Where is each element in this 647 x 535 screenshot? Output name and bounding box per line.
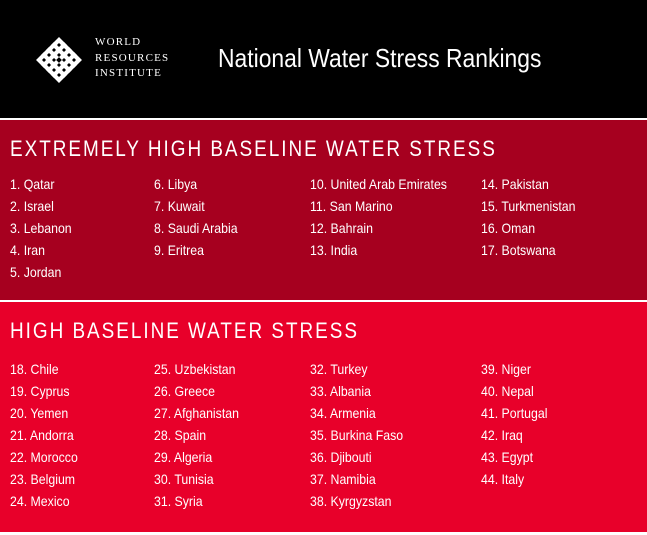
country-item: 39. Niger (481, 361, 531, 377)
country-item: 27. Afghanistan (154, 405, 239, 421)
section-title-extremely-high: EXTREMELY HIGH BASELINE WATER STRESS (10, 136, 497, 161)
country-item: 3. Lebanon (10, 220, 72, 236)
country-item: 1. Qatar (10, 176, 55, 192)
country-item: 43. Egypt (481, 449, 534, 465)
extremely-high-section: EXTREMELY HIGH BASELINE WATER STRESS 1. … (0, 120, 647, 300)
country-item: 19. Cyprus (10, 383, 70, 399)
ranking-column: 14. Pakistan 15. Turkmenistan 16. Oman 1… (481, 173, 588, 261)
country-item: 18. Chile (10, 361, 59, 377)
country-item: 34. Armenia (310, 405, 376, 421)
country-item: 17. Botswana (481, 242, 556, 258)
bottom-divider (0, 532, 647, 535)
country-item: 37. Namibia (310, 471, 376, 487)
ranking-column: 18. Chile 19. Cyprus 20. Yemen 21. Andor… (10, 358, 87, 512)
ranking-column: 1. Qatar 2. Israel 3. Lebanon 4. Iran 5.… (10, 173, 80, 283)
organization-name: WORLD RESOURCES INSTITUTE (95, 35, 169, 82)
country-item: 21. Andorra (10, 427, 74, 443)
country-item: 5. Jordan (10, 264, 62, 280)
country-item: 22. Morocco (10, 449, 78, 465)
country-item: 16. Oman (481, 220, 536, 236)
org-line-3: INSTITUTE (95, 67, 163, 79)
country-item: 20. Yemen (10, 405, 69, 421)
country-item: 28. Spain (154, 427, 207, 443)
country-item: 38. Kyrgyzstan (310, 493, 392, 509)
country-item: 9. Eritrea (154, 242, 204, 258)
ranking-column: 32. Turkey 33. Albania 34. Armenia 35. B… (310, 358, 416, 512)
country-item: 33. Albania (310, 383, 371, 399)
country-item: 24. Mexico (10, 493, 70, 509)
country-item: 12. Bahrain (310, 220, 374, 236)
org-line-1: WORLD (95, 36, 142, 48)
country-item: 13. India (310, 242, 358, 258)
page-title: National Water Stress Rankings (218, 43, 542, 73)
high-section: HIGH BASELINE WATER STRESS 18. Chile 19.… (0, 302, 647, 532)
country-item: 4. Iran (10, 242, 45, 258)
country-item: 14. Pakistan (481, 176, 549, 192)
country-item: 2. Israel (10, 198, 54, 214)
header: WORLD RESOURCES INSTITUTE National Water… (0, 0, 647, 118)
country-item: 30. Tunisia (154, 471, 214, 487)
ranking-column: 25. Uzbekistan 26. Greece 27. Afghanista… (154, 358, 251, 512)
country-item: 44. Italy (481, 471, 525, 487)
country-item: 7. Kuwait (154, 198, 205, 214)
country-item: 42. Iraq (481, 427, 523, 443)
country-item: 41. Portugal (481, 405, 548, 421)
country-item: 26. Greece (154, 383, 215, 399)
country-item: 31. Syria (154, 493, 203, 509)
country-item: 35. Burkina Faso (310, 427, 404, 443)
country-item: 6. Libya (154, 176, 198, 192)
country-item: 29. Algeria (154, 449, 213, 465)
ranking-column: 10. United Arab Emirates 11. San Marino … (310, 173, 466, 261)
country-item: 32. Turkey (310, 361, 368, 377)
country-item: 8. Saudi Arabia (154, 220, 238, 236)
country-item: 15. Turkmenistan (481, 198, 576, 214)
country-item: 40. Nepal (481, 383, 534, 399)
country-item: 25. Uzbekistan (154, 361, 236, 377)
country-item: 11. San Marino (310, 198, 393, 214)
ranking-column: 6. Libya 7. Kuwait 8. Saudi Arabia 9. Er… (154, 173, 249, 261)
country-item: 36. Djibouti (310, 449, 372, 465)
ranking-column: 39. Niger 40. Nepal 41. Portugal 42. Ira… (481, 358, 557, 490)
section-title-high: HIGH BASELINE WATER STRESS (10, 318, 359, 343)
country-item: 23. Belgium (10, 471, 76, 487)
org-line-2: RESOURCES (95, 51, 170, 64)
country-item: 10. United Arab Emirates (310, 176, 447, 192)
wri-knot-logo-icon (36, 37, 82, 83)
